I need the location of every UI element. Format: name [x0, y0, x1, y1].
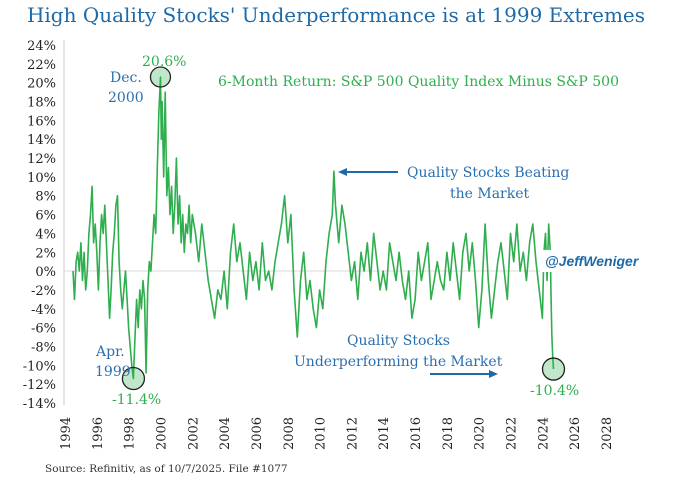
trough-value-label: -11.4% [112, 392, 161, 408]
x-tick-label: 2020 [473, 417, 488, 450]
peak-year-label: 2000 [108, 90, 144, 106]
series-label: 6-Month Return: S&P 500 Quality Index Mi… [218, 74, 619, 90]
y-tick-label: -8% [31, 340, 56, 355]
y-tick-label: -4% [31, 303, 56, 318]
y-tick-label: 16% [27, 114, 56, 129]
x-tick-label: 2012 [345, 417, 360, 450]
peak-marker [149, 66, 172, 88]
source-note: Source: Refinitiv, as of 10/7/2025. File… [45, 463, 288, 475]
trough-marker [121, 366, 146, 391]
latest-marker [541, 357, 566, 381]
y-tick-label: 0% [35, 265, 56, 280]
y-tick-label: -10% [23, 359, 56, 374]
x-tick-label: 2022 [505, 417, 520, 450]
y-tick-label: -6% [31, 322, 56, 337]
trough-date-label: Apr. [95, 344, 125, 360]
under-label-line1: Quality Stocks [347, 333, 450, 349]
y-tick-label: -14% [23, 397, 56, 412]
x-tick-label: 2026 [568, 417, 583, 450]
beating-label-line2: the Market [450, 186, 530, 202]
y-tick-label: 8% [35, 190, 56, 205]
x-axis-ticks: 1994 1996 1998 2000 2002 2004 2006 2008 2010 2012… [59, 417, 615, 450]
under-label-line2: Underperforming the Market [294, 354, 503, 370]
handle-background [540, 250, 658, 272]
x-tick-label: 1998 [123, 417, 138, 450]
y-tick-label: 10% [27, 171, 56, 186]
x-tick-label: 2010 [314, 417, 329, 450]
beating-label-line1: Quality Stocks Beating [407, 165, 569, 181]
y-tick-label: 22% [27, 58, 56, 73]
x-tick-label: 1994 [59, 417, 74, 450]
x-tick-label: 2014 [377, 417, 392, 450]
x-tick-label: 1996 [91, 417, 106, 450]
chart-title: High Quality Stocks' Underperformance is… [27, 3, 645, 27]
y-tick-label: 2% [35, 246, 56, 261]
y-tick-label: -2% [31, 284, 56, 299]
y-axis-ticks: 24% 22% 20% 18% 16% 14% 12% 10% 8% 6% 4% 2% 0% -2% -4%… [23, 39, 56, 412]
y-tick-label: 6% [35, 209, 56, 224]
y-tick-label: 18% [27, 96, 56, 111]
y-tick-label: 12% [27, 152, 56, 167]
series-line [72, 76, 555, 380]
x-tick-label: 2004 [218, 417, 233, 450]
y-tick-label: -12% [23, 378, 56, 393]
y-tick-label: 24% [27, 39, 56, 54]
x-tick-label: 2018 [441, 417, 456, 450]
x-tick-label: 2016 [409, 417, 424, 450]
y-tick-label: 4% [35, 227, 56, 242]
trough-year-label: 1999 [95, 364, 131, 380]
x-tick-label: 2028 [600, 417, 615, 450]
y-tick-label: 20% [27, 77, 56, 92]
x-tick-label: 2008 [282, 417, 297, 450]
x-tick-label: 2000 [154, 417, 169, 450]
right-arrow-icon [430, 370, 498, 378]
x-tick-label: 2002 [186, 417, 201, 450]
author-handle: @JeffWeniger [545, 253, 640, 269]
left-arrow-icon [338, 168, 398, 176]
peak-value-label: 20.6% [142, 54, 186, 70]
latest-value-label: -10.4% [530, 383, 579, 399]
x-tick-label: 2024 [536, 417, 551, 450]
y-tick-label: 14% [27, 133, 56, 148]
peak-date-label: Dec. [110, 70, 142, 86]
x-tick-label: 2006 [250, 417, 265, 450]
